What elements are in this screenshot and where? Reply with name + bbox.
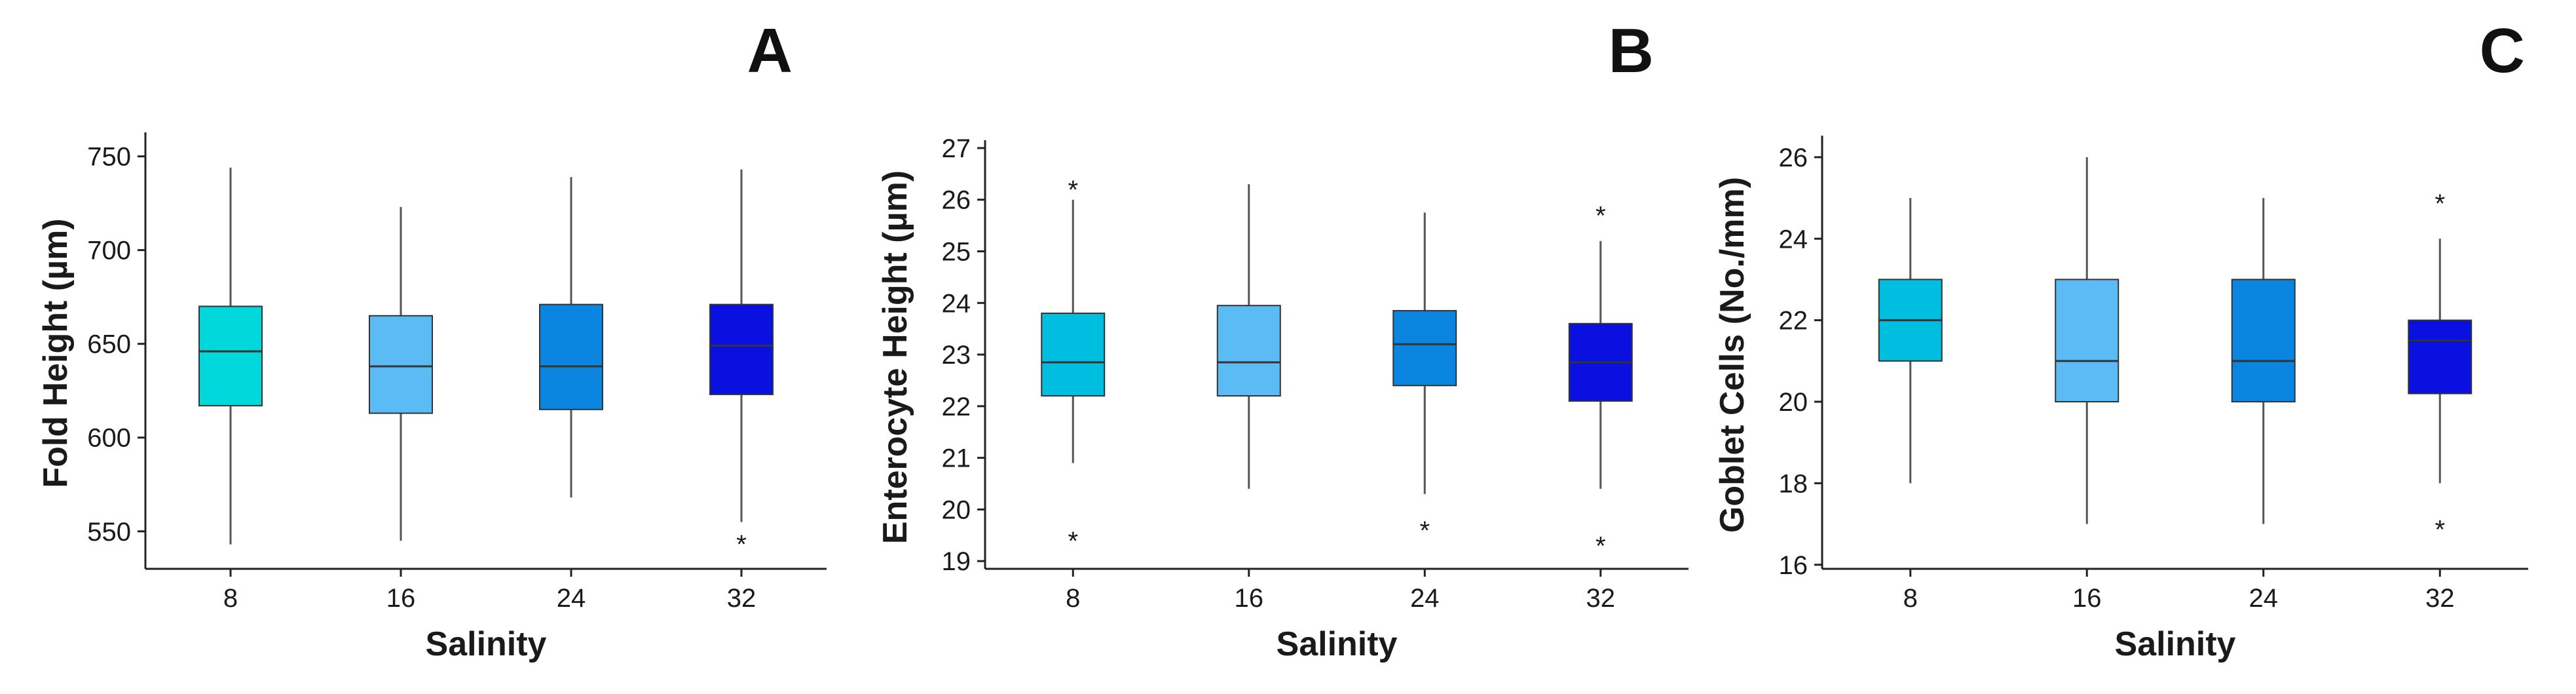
panel-b-letter: B [1609,16,1654,86]
panel-c-x-axis-title: Salinity [2115,625,2236,663]
panel-b-chart: B 19 20 21 22 23 24 25 26 27 8 16 24 32 Salinity Entero… [876,16,1689,663]
panel-c-x-tick-label: 24 [2249,584,2279,613]
panel-b-outlier-8-0: * [1068,176,1078,204]
panel-a-y-tick-label: 700 [87,237,131,265]
panel-b-x-tick-label: 8 [1066,584,1080,613]
panel-a-letter: A [747,16,793,86]
panel-b-x-tick-label: 16 [1235,584,1264,613]
panel-a-y-tick-label: 650 [87,330,131,359]
panel-c-box-24 [2231,279,2296,403]
panel-a-chart: A 550 600 650 700 750 8 16 24 32 Salinity Fold Heig… [37,16,827,663]
panel-a-x-tick-label: 16 [386,584,416,613]
panel-b-y-axis-title: Enterocyte Height (µm) [876,170,914,544]
panel-a-box-32 [709,303,774,395]
panel-c-outlier-32-0: * [2435,189,2445,218]
panel-b-box-24 [1392,310,1457,387]
panel-c-box-16 [2055,279,2119,403]
panel-b-y-tick-label: 26 [942,186,971,215]
panel-c-y-tick-label: 16 [1779,551,1808,580]
panel-a-x-tick-label: 32 [727,584,756,613]
panel-a-y-tick-label: 750 [87,143,131,172]
panel-c-x-tick-label: 16 [2072,584,2102,613]
panel-b-y-tick-label: 20 [942,495,971,524]
panel-c-chart: C 16 18 20 22 24 26 8 16 24 32 Salinity Goblet Cells… [1713,16,2528,663]
panel-c-letter: C [2480,16,2525,86]
panel-c-y-tick-label: 24 [1779,225,1808,254]
panel-a-y-tick-label: 600 [87,424,131,453]
panel-c-y-tick-label: 26 [1779,144,1808,172]
panel-a-box-16 [369,315,433,414]
panel-c-y-tick-label: 18 [1779,469,1808,498]
panel-b-y-tick-label: 19 [942,547,971,576]
panel-b-x-tick-label: 24 [1410,584,1440,613]
panel-a-x-axis-title: Salinity [426,625,547,663]
panel-b-outlier-8-1: * [1068,527,1078,556]
panel-b-y-tick-label: 24 [942,289,971,318]
panel-c-box-32 [2408,319,2473,395]
panel-b-y-tick-label: 21 [942,444,971,473]
panel-b-y-tick-label: 23 [942,341,971,370]
panel-b-box-16 [1216,305,1281,397]
panel-b-outlier-24-0: * [1419,516,1430,545]
panel-b-x-tick-label: 32 [1586,584,1616,613]
panel-b-y-tick-label: 22 [942,393,971,421]
panel-c-y-axis-title: Goblet Cells (No./mm) [1713,177,1751,533]
panel-b-outlier-32-0: * [1596,201,1606,230]
panel-b-outlier-32-1: * [1596,532,1606,561]
panel-c-y-tick-label: 20 [1779,388,1808,417]
panel-a-y-tick-label: 550 [87,518,131,547]
panel-b-x-axis-title: Salinity [1277,625,1398,663]
panel-b-box-8 [1041,313,1106,397]
panel-b-y-tick-label: 25 [942,238,971,267]
panel-c-x-tick-label: 8 [1903,584,1918,613]
panel-a-outlier-32-0: * [736,530,747,559]
panel-a-box-8 [198,305,263,407]
panel-c-y-tick-label: 22 [1779,307,1808,336]
panel-b-y-tick-label: 27 [942,134,971,163]
panel-c-x-tick-label: 32 [2425,584,2455,613]
panel-a-y-axis-title: Fold Height (µm) [37,218,75,488]
panel-a-box-24 [539,303,603,410]
panel-a-x-tick-label: 24 [557,584,586,613]
panel-a-x-tick-label: 8 [223,584,238,613]
panel-c-outlier-32-1: * [2435,516,2445,545]
